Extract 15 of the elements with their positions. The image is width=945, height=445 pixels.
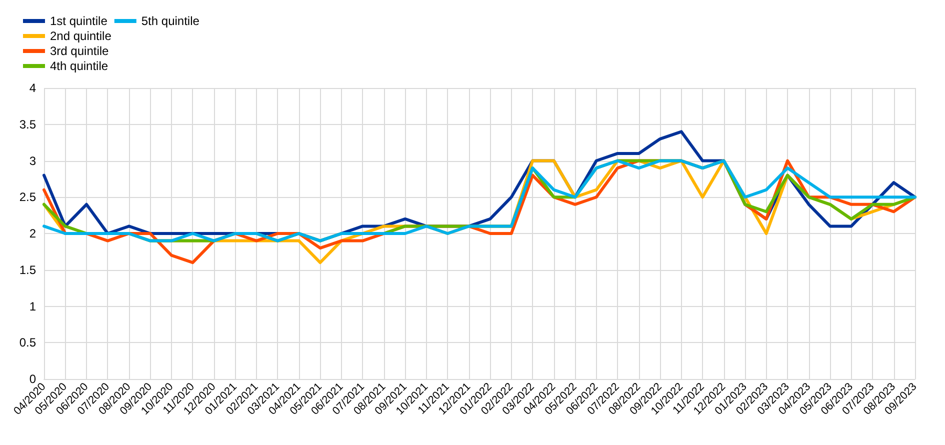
- y-tick-label: 1: [29, 299, 36, 314]
- y-tick-label: 0.5: [19, 336, 36, 350]
- legend-label: 5th quintile: [141, 14, 200, 28]
- legend-label: 4th quintile: [50, 59, 108, 73]
- legend-label: 2nd quintile: [50, 29, 112, 43]
- y-tick-label: 1.5: [19, 262, 36, 277]
- y-tick-label: 3.5: [19, 117, 36, 132]
- line-series: [42, 159, 916, 242]
- legend-label: 3rd quintile: [50, 44, 110, 58]
- y-tick-label: 2.5: [19, 190, 36, 204]
- y-tick-label: 3: [29, 154, 36, 168]
- y-tick-label: 2: [29, 226, 36, 240]
- legend-label: 1st quintile: [50, 14, 108, 28]
- y-tick-label: 4: [29, 81, 36, 95]
- y-tick-label: 0: [29, 372, 36, 386]
